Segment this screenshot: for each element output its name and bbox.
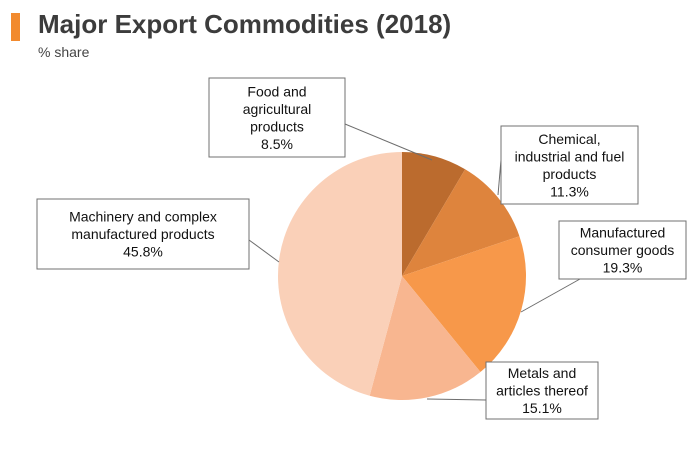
slice-value-label: 45.8% bbox=[123, 244, 163, 260]
pie-slice bbox=[402, 236, 526, 373]
slice-value-label: 11.3% bbox=[550, 183, 589, 199]
slice-label-box bbox=[500, 125, 639, 205]
pie-slice bbox=[369, 276, 481, 401]
slice-name-label: Manufactured bbox=[580, 225, 666, 241]
slice-name-label: Chemical, bbox=[538, 131, 600, 147]
slice-name-label: agricultural bbox=[243, 101, 311, 117]
slice-name-label: manufactured products bbox=[71, 226, 214, 242]
title-accent-bar bbox=[11, 13, 20, 41]
slice-name-label: articles thereof bbox=[496, 383, 588, 399]
chart-subtitle: % share bbox=[38, 44, 90, 60]
label-leader-line bbox=[426, 398, 487, 401]
slice-name-label: Food and bbox=[247, 83, 306, 99]
slice-label-box bbox=[36, 198, 250, 270]
slice-label-box bbox=[208, 77, 346, 158]
chart-title: Major Export Commodities (2018) bbox=[38, 9, 452, 39]
slice-name-label: products bbox=[250, 118, 304, 134]
pie-slices bbox=[278, 152, 526, 401]
pie-slice bbox=[278, 152, 402, 396]
pie-slice bbox=[402, 169, 520, 276]
slice-name-label: industrial and fuel bbox=[515, 148, 625, 164]
label-leader-line bbox=[520, 278, 581, 313]
slice-value-label: 15.1% bbox=[522, 400, 562, 416]
slice-value-label: 19.3% bbox=[603, 260, 643, 276]
slice-label-box bbox=[485, 361, 599, 420]
slice-name-label: Metals and bbox=[508, 365, 576, 381]
slice-name-label: Machinery and complex bbox=[69, 209, 217, 225]
slice-label-box bbox=[558, 220, 687, 280]
slice-value-label: 8.5% bbox=[261, 136, 293, 152]
slice-name-label: products bbox=[543, 166, 597, 182]
label-leader-line bbox=[344, 123, 433, 161]
slice-name-label: consumer goods bbox=[571, 242, 675, 258]
pie-slice bbox=[402, 152, 466, 276]
label-leader-line bbox=[248, 239, 280, 263]
